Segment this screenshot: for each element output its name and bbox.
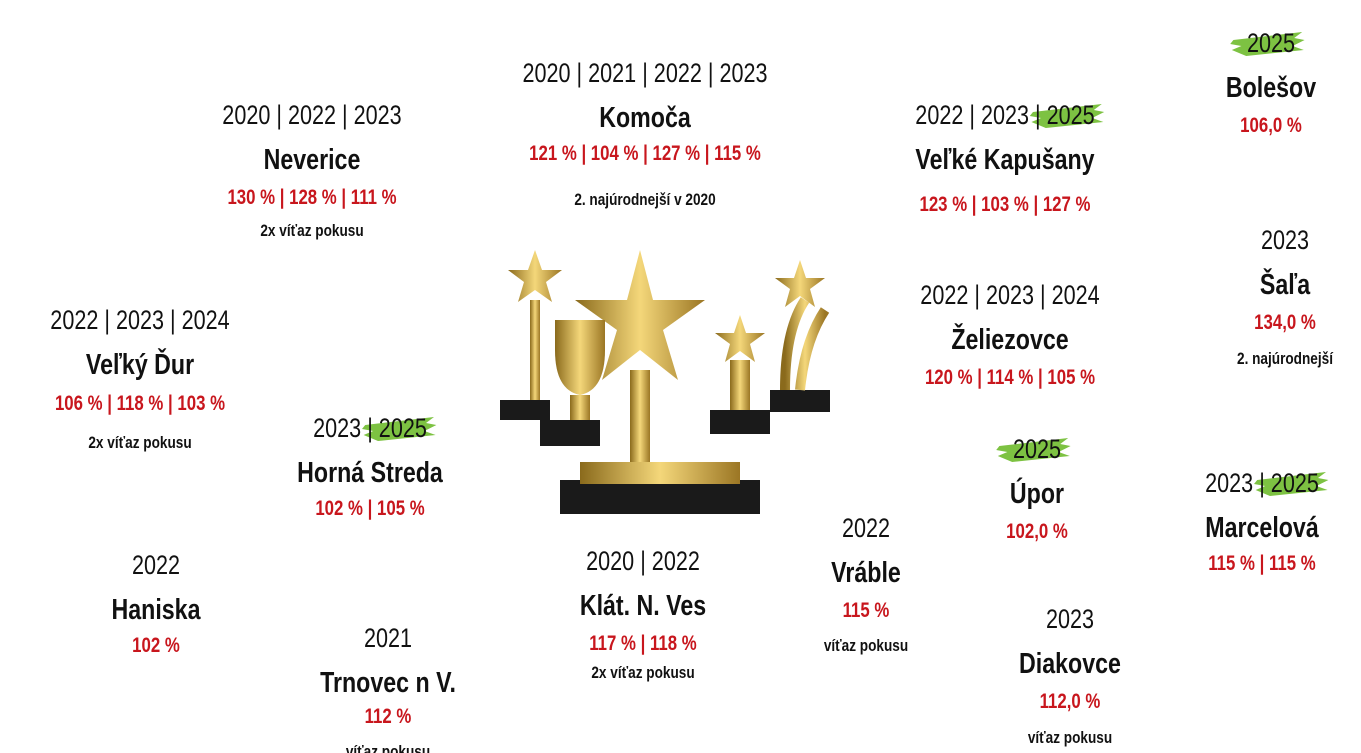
highlight-brush (996, 436, 1072, 464)
years-text: 2020 | 2022 | 2023 (222, 100, 401, 131)
years-line: 2025 (1127, 28, 1361, 59)
years-text: 2023 | 2025 (1205, 468, 1319, 499)
years-line: 2025 (893, 434, 1181, 465)
note: víťaz pokusu (926, 728, 1214, 748)
highlight-brush (1254, 470, 1330, 498)
years-line: 2023 (926, 604, 1214, 635)
years-line: 2022 (12, 550, 300, 581)
years-line: 2022 (722, 513, 1010, 544)
highlight-brush (1030, 102, 1106, 130)
years-text: 2025 (1013, 434, 1061, 465)
years-line: 2023 (1141, 225, 1361, 256)
years-text: 2025 (1247, 28, 1295, 59)
highlight-brush (1230, 30, 1306, 58)
location-name: Šaľa (1141, 269, 1361, 302)
years-text: 2022 (842, 513, 890, 544)
location-name: Diakovce (926, 648, 1214, 681)
yield-results: 120 % | 114 % | 105 % (866, 366, 1154, 390)
location-name: Vráble (722, 557, 1010, 590)
yield-results: 134,0 % (1141, 311, 1361, 335)
location-name: Komoča (501, 102, 789, 135)
location-name: Veľký Ďur (0, 349, 284, 382)
note: 2. najúrodnejší (1141, 349, 1361, 369)
years-text: 2023 (1261, 225, 1309, 256)
years-text: 2022 | 2023 | 2024 (50, 305, 229, 336)
note: 2x víťaz pokusu (499, 663, 787, 683)
location-name: Trnovec n V. (244, 667, 532, 700)
location-name: Bolešov (1127, 72, 1361, 105)
years-text: 2022 | 2023 | 2025 (915, 100, 1094, 131)
yield-results: 106,0 % (1127, 114, 1361, 138)
location-name: Horná Streda (226, 457, 514, 490)
years-line: 2021 (244, 623, 532, 654)
yield-results: 115 % | 115 % (1118, 552, 1361, 576)
yield-results: 130 % | 128 % | 111 % (168, 186, 456, 210)
years-text: 2023 | 2025 (313, 413, 427, 444)
years-line: 2022 | 2023 | 2024 (0, 305, 284, 336)
highlight-brush (362, 415, 438, 443)
years-line: 2020 | 2022 | 2023 (168, 100, 456, 131)
years-text: 2020 | 2021 | 2022 | 2023 (522, 58, 767, 89)
years-line: 2023 | 2025 (1118, 468, 1361, 499)
yield-results: 123 % | 103 % | 127 % (861, 193, 1149, 217)
infographic: 2020 | 2022 | 2023 Neverice 130 % | 128 % … (0, 0, 1361, 753)
years-line: 2020 | 2021 | 2022 | 2023 (501, 58, 789, 89)
years-line: 2022 | 2023 | 2024 (866, 280, 1154, 311)
note: 2x víťaz pokusu (168, 221, 456, 241)
yield-results: 121 % | 104 % | 127 % | 115 % (501, 142, 789, 166)
location-name: Marcelová (1118, 512, 1361, 545)
note: víťaz pokusu (244, 742, 532, 753)
location-name: Neverice (168, 144, 456, 177)
yield-results: 112 % (244, 705, 532, 729)
years-text: 2023 (1046, 604, 1094, 635)
note: 2. najúrodnejší v 2020 (501, 190, 789, 210)
years-line: 2023 | 2025 (226, 413, 514, 444)
years-text: 2020 | 2022 (586, 546, 700, 577)
location-name: Veľké Kapušany (861, 144, 1149, 177)
years-line: 2022 | 2023 | 2025 (861, 100, 1149, 131)
years-text: 2022 (132, 550, 180, 581)
location-name: Želiezovce (866, 324, 1154, 357)
yield-results: 102 % | 105 % (226, 497, 514, 521)
years-text: 2022 | 2023 | 2024 (920, 280, 1099, 311)
years-text: 2021 (364, 623, 412, 654)
yield-results: 112,0 % (926, 690, 1214, 714)
